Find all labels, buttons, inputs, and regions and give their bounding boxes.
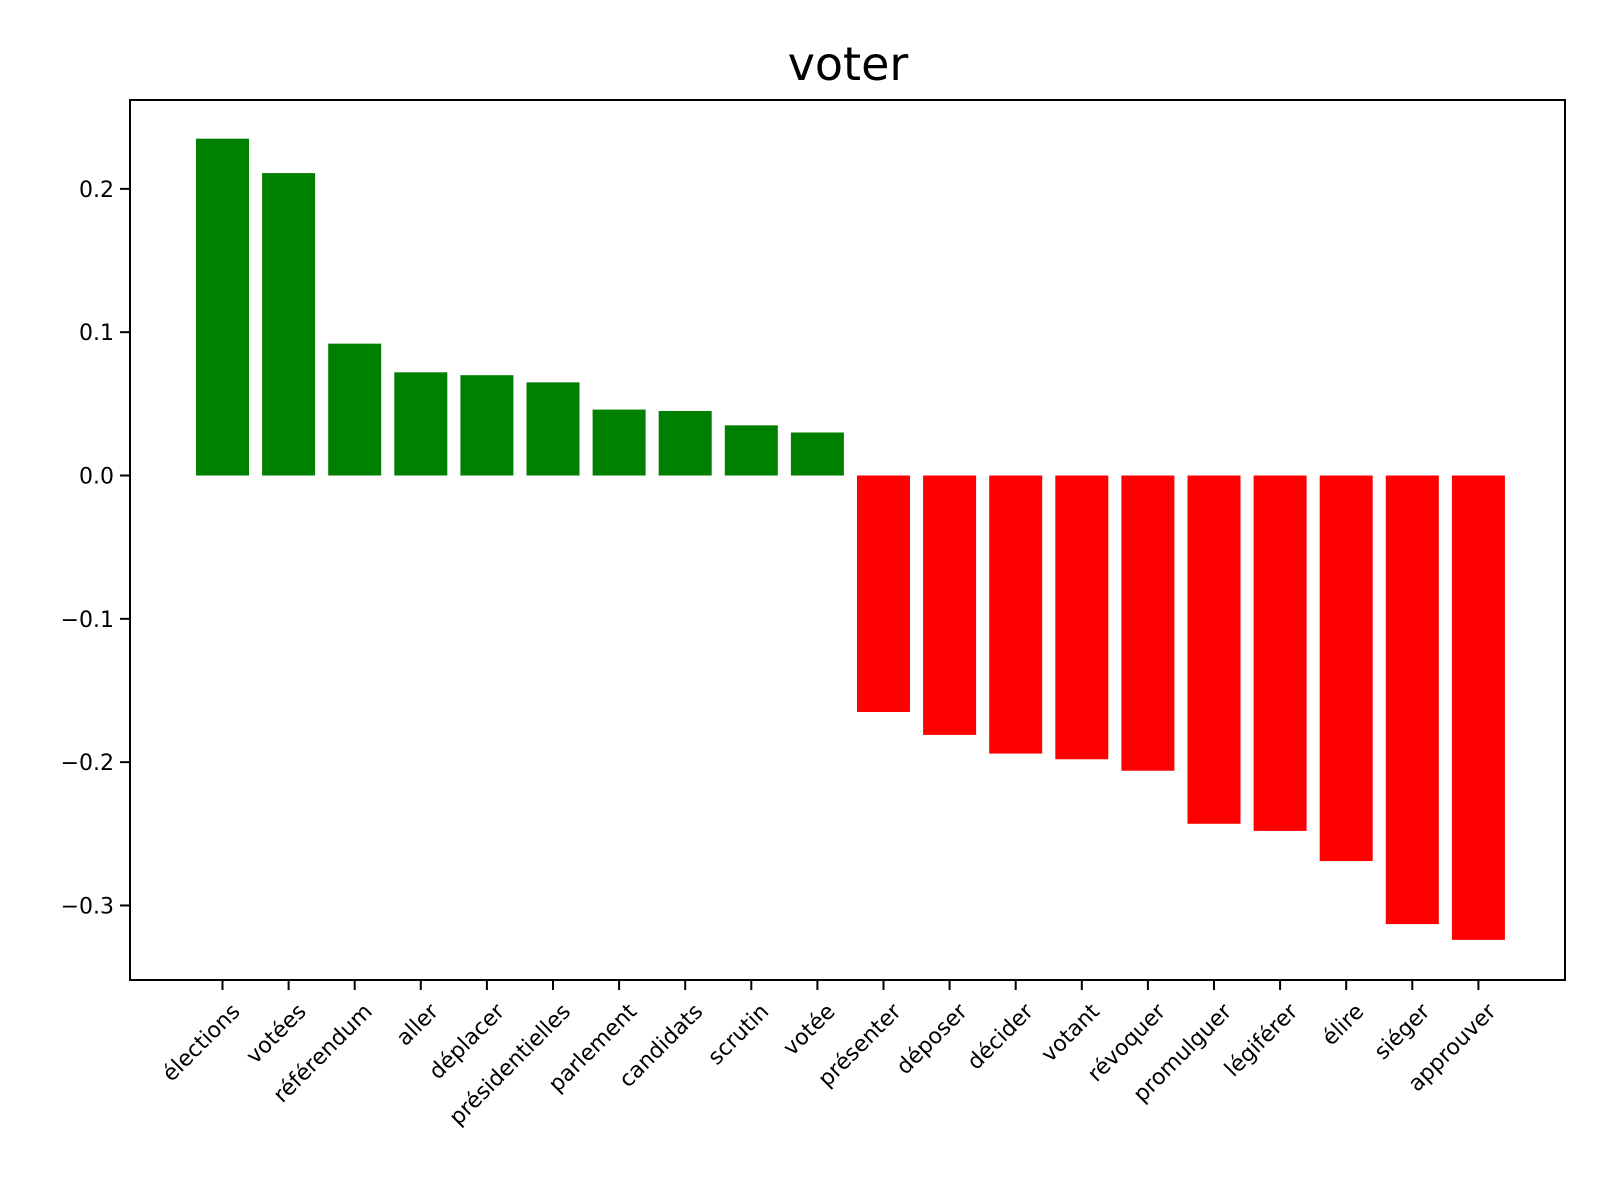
bar-16 xyxy=(1253,475,1307,831)
x-tick-label: légiférer xyxy=(1220,999,1304,1083)
bar-17 xyxy=(1319,475,1373,862)
bar-14 xyxy=(1121,475,1175,771)
x-tick-label: présidentielles xyxy=(445,999,576,1130)
chart-title: voter xyxy=(788,37,909,91)
bar-10 xyxy=(857,475,910,712)
x-tick-label: déposer xyxy=(892,999,973,1080)
y-tick-label: 0.2 xyxy=(79,178,114,203)
x-tick-label: décider xyxy=(963,999,1040,1076)
bar-9 xyxy=(790,432,844,476)
bar-0 xyxy=(196,138,249,476)
x-tick-label: élire xyxy=(1318,999,1370,1051)
bar-11 xyxy=(923,475,977,735)
x-tick-label: aller xyxy=(392,999,444,1051)
bars-layer xyxy=(196,138,1505,940)
bar-13 xyxy=(1055,475,1109,760)
bar-18 xyxy=(1385,475,1439,925)
bar-2 xyxy=(328,343,382,476)
x-tick-label: siéger xyxy=(1370,999,1436,1065)
x-tick-label: élections xyxy=(158,999,246,1087)
y-tick-label: 0.0 xyxy=(79,465,114,490)
y-tick-label: −0.3 xyxy=(61,894,114,919)
bar-4 xyxy=(460,375,514,476)
y-tick-label: −0.1 xyxy=(61,608,114,633)
bar-19 xyxy=(1451,475,1505,940)
y-axis: 0.2 0.1 0.0 −0.1 −0.2 −0.3 xyxy=(61,178,130,919)
bar-5 xyxy=(526,382,580,476)
x-tick-label: votée xyxy=(779,999,841,1061)
bar-15 xyxy=(1187,475,1241,824)
bar-6 xyxy=(592,409,646,476)
bar-12 xyxy=(989,475,1043,754)
bar-3 xyxy=(394,372,448,476)
y-tick-label: −0.2 xyxy=(61,751,114,776)
bar-1 xyxy=(262,173,316,476)
bar-8 xyxy=(724,425,778,476)
y-tick-label: 0.1 xyxy=(79,321,114,346)
x-tick-label: scrutin xyxy=(703,999,774,1070)
plot-frame xyxy=(129,99,1566,981)
bar-7 xyxy=(658,411,712,476)
